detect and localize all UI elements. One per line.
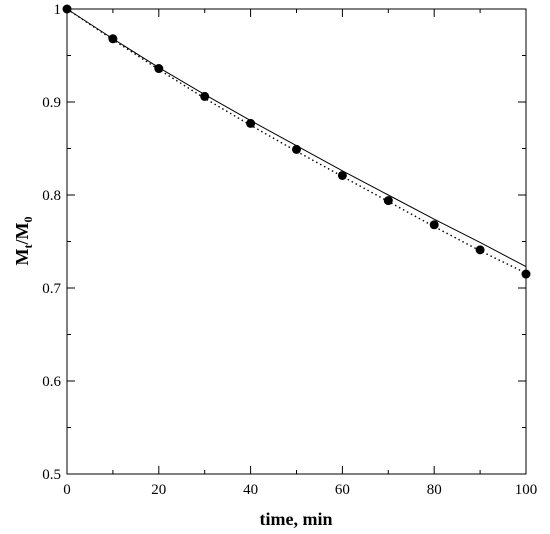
ticks bbox=[66, 8, 527, 475]
plot-frame bbox=[66, 8, 527, 475]
series-lines bbox=[66, 8, 527, 274]
dotted-fit-line bbox=[66, 8, 527, 274]
x-tick-label: 20 bbox=[151, 482, 166, 498]
y-tick-label: 0.6 bbox=[42, 374, 61, 390]
y-axis-title-sub2: 0 bbox=[21, 217, 35, 223]
y-axis-title-sep: /M bbox=[12, 222, 32, 245]
y-axis-title-sub1: t bbox=[21, 245, 35, 249]
data-point bbox=[337, 170, 347, 180]
data-point bbox=[62, 4, 72, 14]
data-point bbox=[154, 64, 164, 74]
y-tick-label: 0.8 bbox=[42, 188, 61, 204]
tick-labels: 0 20 40 60 80 100 0.5 0.6 0.7 0.8 0.9 1 bbox=[42, 2, 537, 498]
data-point bbox=[521, 269, 531, 279]
solid-fit-line bbox=[66, 8, 527, 268]
data-point bbox=[108, 34, 118, 44]
y-tick-label: 0.7 bbox=[42, 281, 61, 297]
data-point bbox=[383, 196, 393, 206]
y-tick-label: 0.5 bbox=[42, 467, 61, 483]
data-point bbox=[429, 220, 439, 230]
x-tick-label: 80 bbox=[427, 482, 442, 498]
y-tick-label: 0.9 bbox=[42, 95, 61, 111]
x-tick-label: 40 bbox=[243, 482, 258, 498]
x-tick-label: 0 bbox=[63, 482, 71, 498]
x-tick-label: 100 bbox=[515, 482, 538, 498]
markers bbox=[62, 4, 531, 279]
y-tick-label: 1 bbox=[54, 2, 62, 18]
data-point bbox=[292, 144, 301, 154]
y-axis-title-main: M bbox=[12, 249, 32, 266]
data-point bbox=[475, 245, 485, 255]
data-point bbox=[246, 118, 256, 128]
data-point bbox=[200, 91, 210, 101]
x-tick-label: 60 bbox=[335, 482, 350, 498]
x-axis-title: time, min bbox=[260, 509, 333, 529]
y-axis-title: Mt/M0 bbox=[12, 217, 35, 266]
